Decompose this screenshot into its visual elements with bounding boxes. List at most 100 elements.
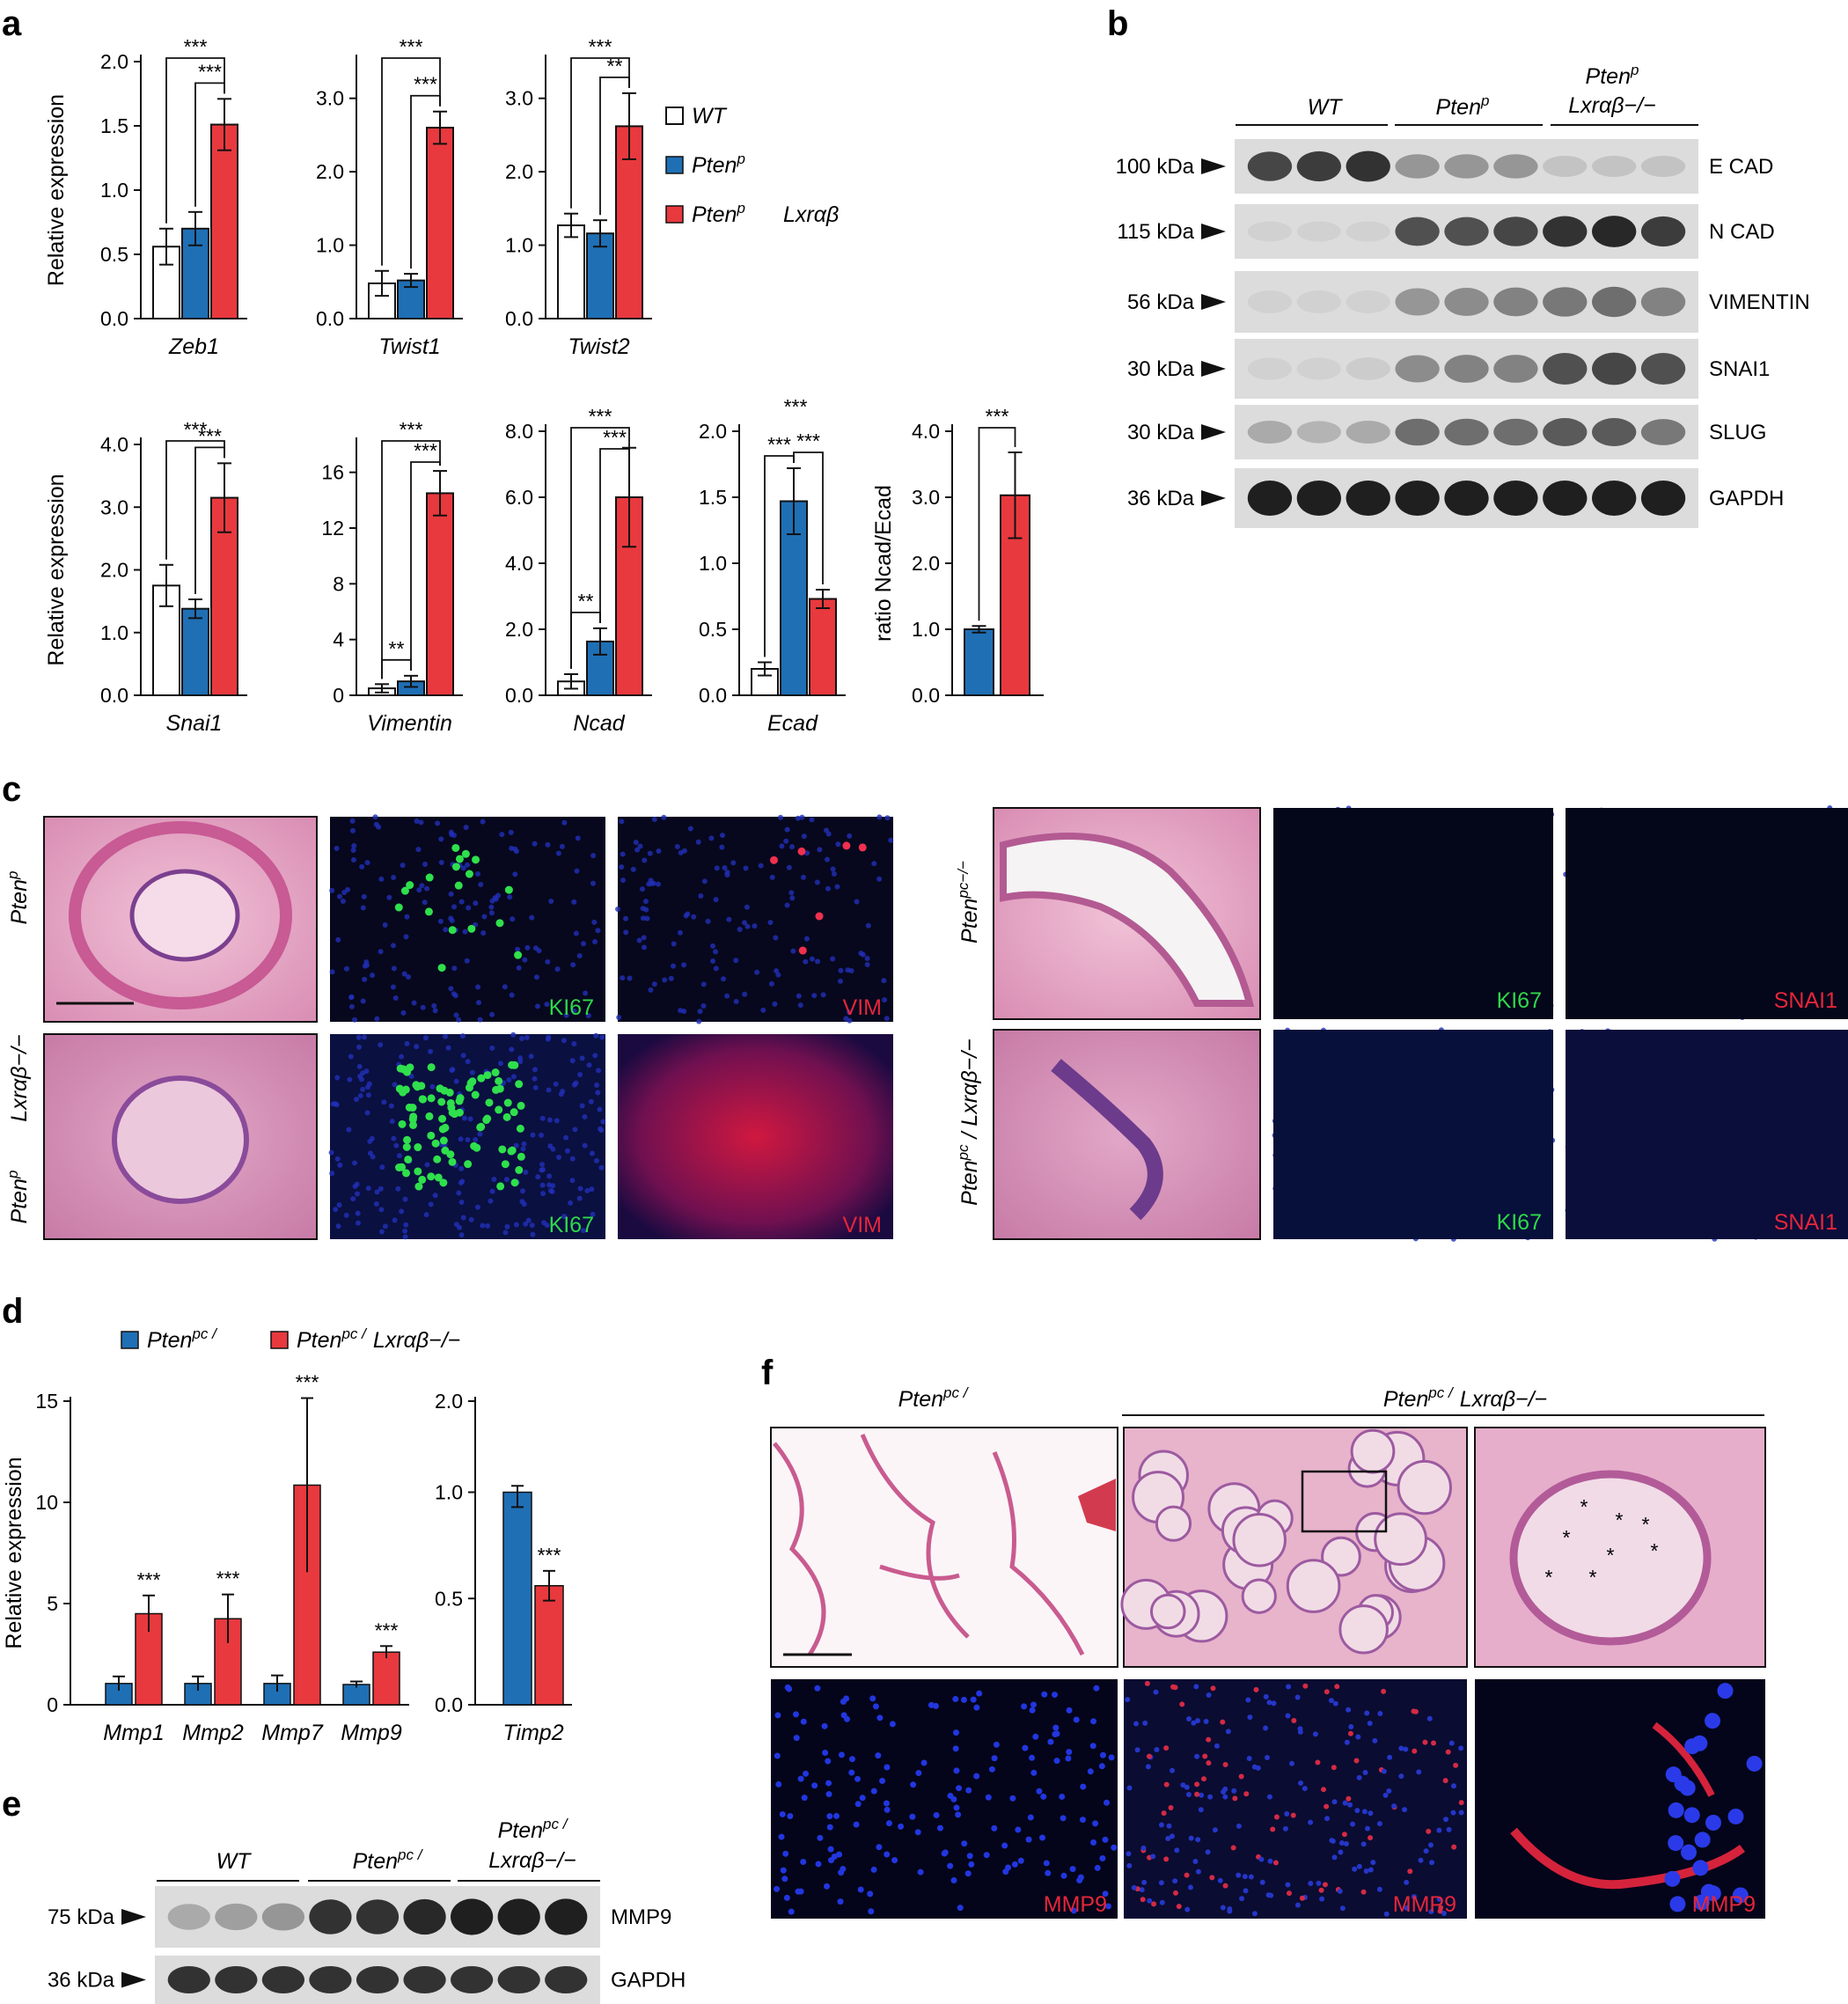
y-tick-label: 0.0: [316, 307, 344, 330]
panel-f-microscopy: Ptenpc / Ptenpc / Lxrαβ−/− ****** ** MMP9 …: [770, 1384, 1766, 1919]
sig-stars: **: [389, 637, 405, 660]
nucleus-dot: [571, 1082, 577, 1088]
y-tick-label: 2.0: [316, 160, 344, 183]
nucleus-dot: [1458, 1745, 1464, 1751]
nucleus-dot: [1370, 1860, 1376, 1866]
nucleus-dot: [391, 965, 397, 972]
blot-band: [1346, 420, 1390, 444]
nucleus-dot: [678, 1008, 684, 1014]
nucleus-dot: [884, 1806, 891, 1813]
nucleus-dot: [404, 1040, 410, 1046]
nucleus-dot: [1727, 1808, 1744, 1824]
nucleus-dot: [539, 1162, 546, 1168]
bar: [181, 607, 209, 696]
nucleus-dot: [1025, 1836, 1032, 1843]
blot-band: [309, 1899, 352, 1934]
y-tick-label: 1.0: [699, 552, 727, 575]
nucleus-dot: [1087, 1768, 1094, 1775]
nucleus-dot: [541, 1220, 547, 1226]
nucleus-dot: [1236, 1872, 1242, 1878]
blot-band: [1296, 150, 1341, 182]
nucleus-dot: [687, 826, 693, 832]
ki67-dot: [412, 1081, 421, 1090]
nucleus-dot: [1154, 1747, 1160, 1753]
nucleus-dot: [789, 895, 796, 901]
nucleus-dot: [1230, 1845, 1236, 1851]
nucleus-dot: [1356, 1774, 1362, 1780]
nucleus-dot: [788, 890, 795, 896]
nucleus-dot: [774, 968, 780, 974]
alveolar-septa: [773, 1434, 1085, 1656]
nucleus-dot: [466, 905, 472, 911]
sig-stars: ***: [589, 405, 612, 428]
legend-d: Ptenpc / Ptenpc / Lxrαβ−/−: [121, 1325, 460, 1353]
nucleus-dot: [837, 978, 843, 984]
nucleus-dot: [826, 1824, 833, 1831]
nucleus-dot: [422, 861, 428, 867]
nucleus-dot: [1227, 1908, 1233, 1914]
sig-bracket: [570, 611, 601, 669]
nucleus-dot: [402, 1228, 408, 1234]
nucleus-dot: [593, 1157, 599, 1163]
blot-band: [1247, 420, 1293, 444]
nucleus-dot: [620, 877, 627, 884]
nucleus-dot: [656, 848, 662, 855]
blot-band: [1592, 418, 1637, 446]
nucleus-dot: [1691, 1735, 1708, 1751]
nucleus-dot: [453, 1222, 459, 1228]
nucleus-dot: [391, 1135, 397, 1141]
nucleus-dot: [853, 1821, 860, 1828]
nucleus-dot: [677, 929, 683, 936]
nucleus-dot: [1161, 1810, 1167, 1817]
nucleus-dot: [1070, 1907, 1077, 1914]
nucleus-dot: [840, 1866, 847, 1873]
y-tick-label: 4.0: [100, 433, 128, 456]
nucleus-dot: [947, 1792, 954, 1799]
nucleus-dot: [1222, 1761, 1228, 1767]
blot-band: [1493, 287, 1538, 317]
nucleus-dot: [825, 1791, 832, 1798]
nucleus-dot: [1163, 1856, 1170, 1862]
nucleus-dot: [343, 1212, 349, 1218]
nucleus-dot: [1361, 1809, 1368, 1815]
nucleus-dot: [695, 839, 701, 845]
blot-band: [215, 1903, 258, 1931]
nucleus-dot: [884, 1851, 891, 1858]
nucleus-dot: [429, 1083, 436, 1090]
nucleus-dot: [1053, 1758, 1060, 1765]
nucleus-dot: [448, 891, 454, 897]
nucleus-dot: [661, 814, 667, 820]
nucleus-dot: [698, 893, 704, 899]
nucleus-dot: [888, 837, 894, 843]
nucleus-dot: [800, 1718, 807, 1725]
nucleus-dot: [1328, 1698, 1334, 1704]
nucleus-dot: [530, 1132, 536, 1138]
snai1-dot: [815, 912, 824, 921]
nucleus-dot: [837, 1898, 844, 1905]
nucleus-dot: [524, 1034, 530, 1040]
nucleus-dot: [1185, 1791, 1192, 1797]
alveolar-cell: [1241, 1578, 1277, 1614]
nucleus-dot: [539, 1132, 545, 1138]
nucleus-dot: [485, 1222, 491, 1229]
nucleus-dot: [1102, 1836, 1109, 1843]
sig-stars: ***: [414, 439, 437, 462]
nucleus-dot: [936, 1824, 943, 1831]
y-tick-label: 4.0: [912, 420, 940, 443]
nucleus-dot: [691, 914, 697, 920]
nucleus-dot: [1732, 1887, 1749, 1904]
nucleus-dot: [589, 1186, 595, 1193]
asterisk-marker: *: [1651, 1539, 1659, 1562]
asterisk-marker: *: [1642, 1513, 1650, 1536]
protein-label: GAPDH: [1709, 487, 1784, 510]
nucleus-dot: [1073, 1716, 1080, 1723]
nucleus-dot: [419, 883, 425, 889]
nucleus-dot: [1029, 1754, 1036, 1761]
nucleus-dot: [1141, 1879, 1148, 1885]
nucleus-dot: [1347, 1802, 1353, 1808]
nucleus-dot: [390, 984, 396, 990]
ki67-dot: [448, 926, 457, 935]
ki67-dot: [402, 1142, 411, 1151]
sig-bracket: [978, 427, 1016, 621]
nucleus-dot: [619, 818, 625, 825]
